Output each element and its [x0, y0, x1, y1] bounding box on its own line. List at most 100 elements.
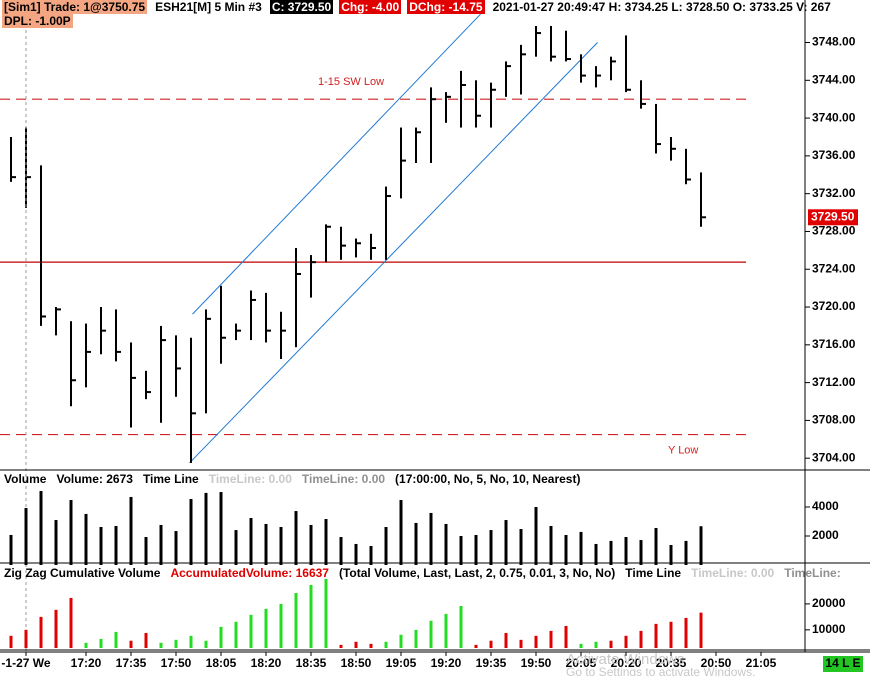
x-tick-label: 17:20 [71, 656, 102, 670]
bar [639, 630, 643, 648]
bar [69, 597, 73, 648]
bar [639, 540, 643, 565]
bar [279, 527, 283, 565]
y-tick-label: 10000 [812, 622, 846, 636]
y-tick-label: 3736.00 [812, 148, 856, 162]
header-line: [Sim1] Trade: 1@3750.75 ESH21[M] 5 Min #3… [2, 0, 833, 14]
bar [399, 500, 403, 565]
y-tick-label: 3732.00 [812, 186, 856, 200]
bar [669, 544, 673, 565]
panel-title-item: Zig Zag Cumulative Volume [4, 566, 161, 580]
bar [654, 528, 658, 565]
x-tick-label: 19:05 [386, 656, 417, 670]
bar [84, 513, 88, 565]
bar [579, 643, 583, 648]
bar [564, 625, 568, 648]
x-tick-label: 18:05 [206, 656, 237, 670]
bar [624, 537, 628, 565]
channel-line [189, 42, 598, 464]
panel-title-item: TimeLine: 0.00 [691, 566, 775, 580]
bar [249, 518, 253, 565]
bar [459, 605, 463, 648]
bar [354, 543, 358, 565]
bar [654, 623, 658, 648]
bar [609, 540, 613, 565]
bar [234, 621, 238, 648]
bar [264, 608, 268, 648]
bar [219, 626, 223, 648]
bar [84, 642, 88, 648]
header-item: [Sim1] Trade: 1@3750.75 [2, 0, 148, 14]
bar [444, 523, 448, 565]
last-price-box [808, 209, 858, 226]
bar [489, 640, 493, 648]
x-tick-label: 21:05 [746, 656, 777, 670]
y-tick-label: 3748.00 [812, 35, 856, 49]
x-tick-label: 20:05 [566, 656, 597, 670]
bar [699, 612, 703, 648]
bar [264, 523, 268, 565]
bar [324, 579, 328, 648]
y-tick-label: 3720.00 [812, 299, 856, 313]
bar [624, 635, 628, 648]
x-tick-label: 20:35 [656, 656, 687, 670]
panel-title: Volume Volume: 2673 Time Line TimeLine: 0.0… [2, 472, 582, 486]
y-tick-label: 2000 [812, 528, 839, 542]
y-tick-label: 4000 [812, 499, 839, 513]
bar [39, 616, 43, 648]
bar [504, 632, 508, 648]
header-item: DChg: -14.75 [407, 0, 485, 14]
bar [594, 543, 598, 565]
header-line: DPL: -1.00P [2, 14, 73, 28]
bar [444, 613, 448, 648]
bar [9, 534, 13, 565]
bar [219, 492, 223, 565]
bar [54, 520, 58, 565]
bar [579, 531, 583, 565]
bar [534, 506, 538, 565]
bar [594, 641, 598, 648]
bar [249, 614, 253, 648]
bar [684, 617, 688, 648]
bar [414, 522, 418, 565]
bar [24, 508, 28, 565]
bar [234, 530, 238, 565]
bar [564, 534, 568, 565]
channel-line [192, 13, 481, 315]
watermark: Go to Settings to activate Windows. [566, 665, 755, 676]
bar [144, 537, 148, 565]
bar [129, 496, 133, 565]
bar [609, 640, 613, 648]
watermark: Activate Windows [566, 651, 684, 668]
bar [369, 643, 373, 648]
panel-title-item: AccumulatedVolume: 16637 [170, 566, 329, 580]
bar [99, 638, 103, 648]
bar [309, 524, 313, 565]
bar [429, 512, 433, 565]
bar [309, 584, 313, 648]
bar [114, 631, 118, 648]
bar [519, 529, 523, 565]
header-item: C: 3729.50 [269, 0, 334, 14]
y-tick-label: 3716.00 [812, 337, 856, 351]
bar [459, 535, 463, 565]
bar [144, 632, 148, 648]
panel-title-item: TimeLine: [784, 566, 841, 580]
bar [339, 644, 343, 648]
bar [189, 499, 193, 565]
panel-title: Zig Zag Cumulative Volume AccumulatedVolu… [2, 566, 843, 580]
x-tick-label: 20:50 [701, 656, 732, 670]
bar [384, 641, 388, 648]
bar [69, 500, 73, 565]
header-item: 2021-01-27 20:49:47 H: 3734.25 L: 3728.5… [492, 0, 831, 14]
bar [549, 525, 553, 565]
last-price-label: 3729.50 [811, 209, 855, 223]
panel-title-item: Time Line [625, 566, 682, 580]
x-tick-label: 18:20 [251, 656, 282, 670]
x-tick-label: 18:35 [296, 656, 327, 670]
bar [39, 491, 43, 565]
bar [489, 530, 493, 565]
bar [294, 511, 298, 565]
bar [474, 644, 478, 648]
